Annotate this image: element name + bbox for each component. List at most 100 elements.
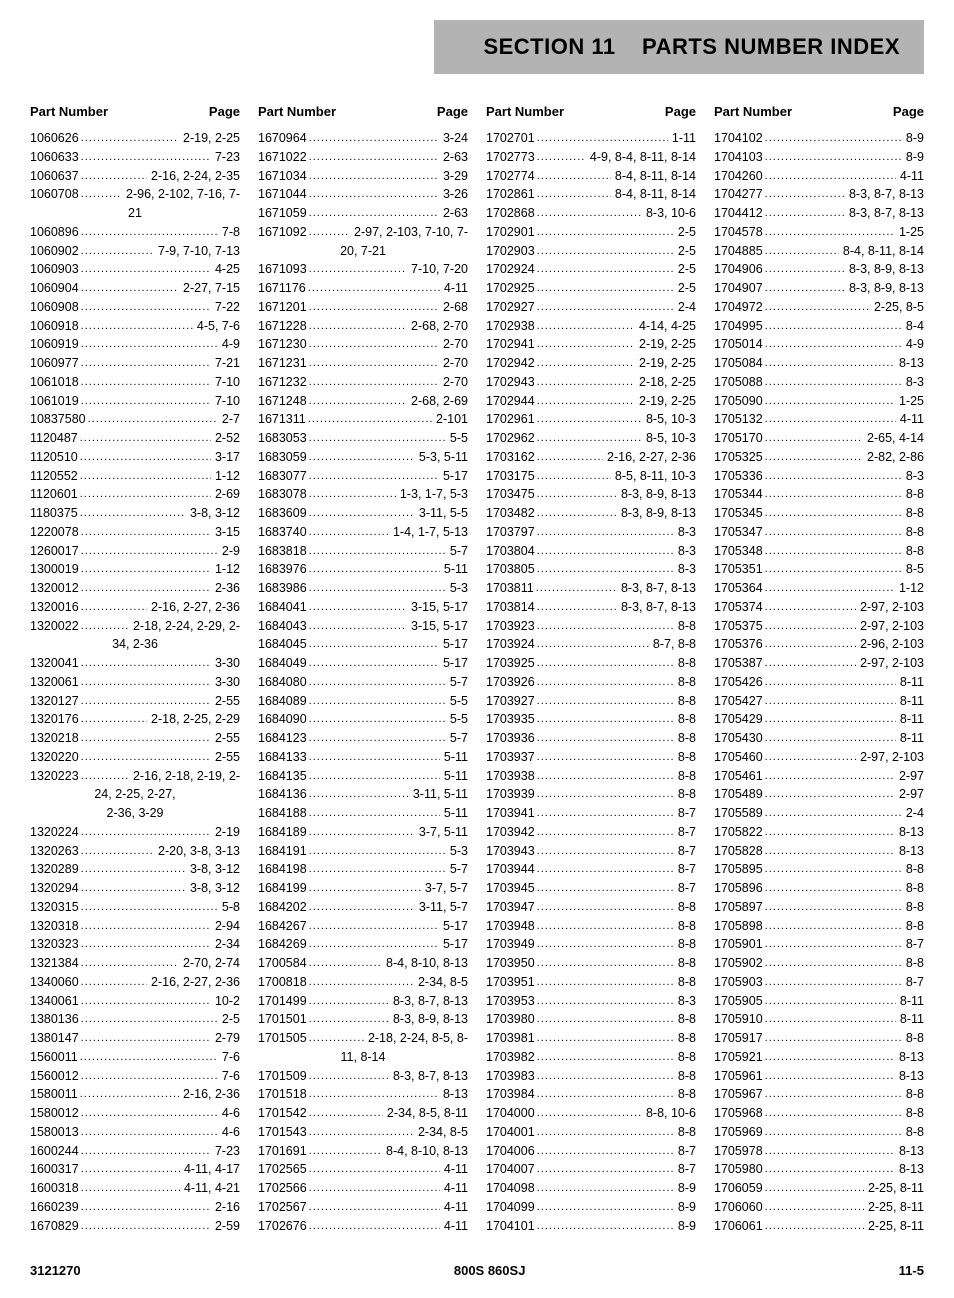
part-number: 1580012 xyxy=(30,1104,79,1123)
part-number: 1703811 xyxy=(486,579,534,598)
part-number: 1705967 xyxy=(714,1085,763,1104)
part-number: 1703982 xyxy=(486,1048,535,1067)
part-number: 1704907 xyxy=(714,279,763,298)
page-ref: 8-9 xyxy=(904,129,924,148)
leader-dots xyxy=(537,954,674,973)
part-number: 1683609 xyxy=(258,504,307,523)
part-number: 1671232 xyxy=(258,373,307,392)
part-number: 1705336 xyxy=(714,467,763,486)
index-entry-continuation: 24, 2-25, 2-27, xyxy=(30,785,240,804)
part-number: 1580011 xyxy=(30,1085,78,1104)
index-entry: 17053478-8 xyxy=(714,523,924,542)
page-ref: 34, 2-36 xyxy=(30,635,240,654)
page-ref: 2-5 xyxy=(676,242,696,261)
index-entry: 11206012-69 xyxy=(30,485,240,504)
page-ref: 2-18, 2-25 xyxy=(637,373,696,392)
page-ref: 8-13 xyxy=(897,842,924,861)
page-ref: 1-11 xyxy=(670,129,696,148)
part-number: 1060919 xyxy=(30,335,79,354)
leader-dots xyxy=(309,842,446,861)
leader-dots xyxy=(309,879,421,898)
index-entry: 17039358-8 xyxy=(486,710,696,729)
index-entry: 16712322-70 xyxy=(258,373,468,392)
page-ref: 5-7 xyxy=(448,542,468,561)
index-entry: 17031622-16, 2-27, 2-36 xyxy=(486,448,696,467)
part-number: 1684090 xyxy=(258,710,307,729)
index-entry: 16841915-3 xyxy=(258,842,468,861)
leader-dots xyxy=(81,1160,180,1179)
page-ref: 7-21 xyxy=(213,354,240,373)
index-entry: 10609042-27, 7-15 xyxy=(30,279,240,298)
part-number: 1671022 xyxy=(258,148,307,167)
part-number: 1703475 xyxy=(486,485,535,504)
leader-dots xyxy=(309,1029,364,1048)
index-entry: 17031758-5, 8-11, 10-3 xyxy=(486,467,696,486)
leader-dots xyxy=(765,692,896,711)
part-number: 1671059 xyxy=(258,204,307,223)
leader-dots xyxy=(537,185,611,204)
page-ref: 2-55 xyxy=(213,729,240,748)
leader-dots xyxy=(765,767,895,786)
page-ref: 2-36, 3-29 xyxy=(30,804,240,823)
part-number: 1683740 xyxy=(258,523,307,542)
part-number: 1700584 xyxy=(258,954,307,973)
page-ref: 8-8 xyxy=(676,1048,696,1067)
index-entry: 17059788-13 xyxy=(714,1142,924,1161)
index-entry: 16842023-11, 5-7 xyxy=(258,898,468,917)
page-ref: 2-34, 8-5, 8-11 xyxy=(385,1104,468,1123)
part-number: 1704007 xyxy=(486,1160,535,1179)
page-ref: 2-96, 2-103 xyxy=(858,635,924,654)
part-number: 1703805 xyxy=(486,560,535,579)
index-entry: 1705336 8-3 xyxy=(714,467,924,486)
index-entry: 16840495-17 xyxy=(258,654,468,673)
part-number: 1704578 xyxy=(714,223,763,242)
index-entry: 17039388-8 xyxy=(486,767,696,786)
page-ref: 2-97 xyxy=(897,767,924,786)
leader-dots xyxy=(537,317,635,336)
index-entry: 16712482-68, 2-69 xyxy=(258,392,468,411)
page-ref: 8-11 xyxy=(898,729,924,748)
page-ref: 8-3, 8-7, 8-13 xyxy=(619,598,696,617)
page-ref: 21 xyxy=(30,204,240,223)
page-ref: 7-6 xyxy=(220,1067,240,1086)
page-ref: 5-17 xyxy=(441,654,468,673)
page-ref: 2-34, 8-5 xyxy=(416,1123,468,1142)
index-entry: 17034828-3, 8-9, 8-13 xyxy=(486,504,696,523)
page-ref: 2-97, 2-103 xyxy=(858,654,924,673)
leader-dots xyxy=(765,1160,895,1179)
part-number: 1705901 xyxy=(714,935,763,954)
part-number: 1320061 xyxy=(30,673,79,692)
leader-dots xyxy=(765,242,839,261)
index-entry: 17029432-18, 2-25 xyxy=(486,373,696,392)
leader-dots xyxy=(81,617,129,636)
index-entry: 17050848-13 xyxy=(714,354,924,373)
index-entry: 16710592-63 xyxy=(258,204,468,223)
leader-dots xyxy=(309,748,440,767)
index-entry: 17015422-34, 8-5, 8-11 xyxy=(258,1104,468,1123)
part-number: 1705132 xyxy=(714,410,763,429)
part-number: 1683986 xyxy=(258,579,307,598)
index-entry-continuation: 21 xyxy=(30,204,240,223)
leader-dots xyxy=(537,992,674,1011)
index-entry: 11205521-12 xyxy=(30,467,240,486)
page-ref: 3-8, 3-12 xyxy=(188,504,240,523)
part-number: 1705897 xyxy=(714,898,763,917)
leader-dots xyxy=(765,710,896,729)
leader-dots xyxy=(81,598,147,617)
index-entry: 15800124-6 xyxy=(30,1104,240,1123)
index-entry: 17039478-8 xyxy=(486,898,696,917)
part-number: 1320323 xyxy=(30,935,79,954)
leader-dots xyxy=(537,242,674,261)
page-ref: 8-8 xyxy=(676,767,696,786)
page-ref: 8-3 xyxy=(904,467,924,486)
index-entry: 17039818-8 xyxy=(486,1029,696,1048)
index-entry: 17029442-19, 2-25 xyxy=(486,392,696,411)
part-number: 1705961 xyxy=(714,1067,763,1086)
leader-dots xyxy=(537,504,617,523)
part-number: 1703797 xyxy=(486,523,535,542)
leader-dots xyxy=(309,673,446,692)
leader-dots xyxy=(537,354,635,373)
leader-dots xyxy=(308,279,440,298)
index-entry: 17053252-82, 2-86 xyxy=(714,448,924,467)
part-number: 1320218 xyxy=(30,729,79,748)
